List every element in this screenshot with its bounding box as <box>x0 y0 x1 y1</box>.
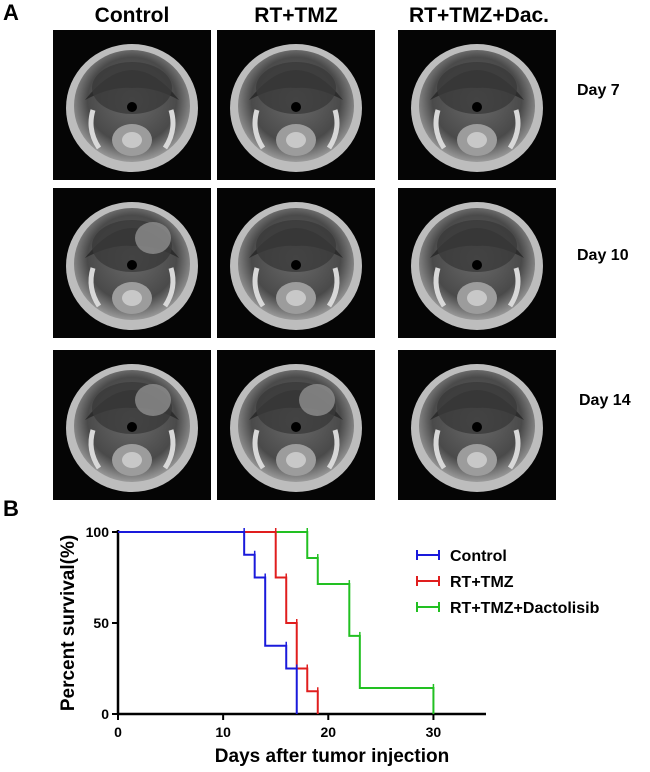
x-tick-label: 10 <box>215 724 231 740</box>
series-line-control <box>118 531 298 714</box>
row-label-day-10: Day 10 <box>577 247 629 264</box>
x-tick-label: 30 <box>426 724 442 740</box>
column-header-rt-tmz: RT+TMZ <box>254 4 338 27</box>
panel-a-label: A <box>3 0 19 25</box>
mri-scan-image <box>217 30 375 180</box>
mri-scan-image <box>398 30 556 180</box>
mri-scan-image <box>217 350 375 500</box>
x-tick-label: 20 <box>320 724 336 740</box>
legend-label: RT+TMZ+Dactolisib <box>450 600 600 617</box>
mri-scan-image <box>53 30 211 180</box>
mri-scan-image <box>53 188 211 338</box>
x-tick-label: 0 <box>114 724 122 740</box>
y-tick-label: 100 <box>86 524 110 540</box>
legend-label: RT+TMZ <box>450 574 514 591</box>
series-line-rt-tmz <box>118 531 319 714</box>
panel-b-label: B <box>3 496 19 521</box>
row-label-day-14: Day 14 <box>579 392 631 409</box>
mri-scan-image <box>53 350 211 500</box>
row-label-day-7: Day 7 <box>577 82 620 99</box>
y-axis-label: Percent survival(%) <box>58 535 79 711</box>
y-tick-label: 50 <box>93 615 109 631</box>
mri-scan-image <box>217 188 375 338</box>
legend-label: Control <box>450 548 507 565</box>
y-tick-label: 0 <box>101 706 109 722</box>
survival-chart: 0 50 100 0 10 20 30 Days after tumor injection P… <box>58 524 600 767</box>
mri-scan-image <box>398 350 556 500</box>
x-axis-label: Days after tumor injection <box>215 746 449 767</box>
mri-scan-image <box>398 188 556 338</box>
column-header-rt-tmz-dac: RT+TMZ+Dac. <box>408 4 550 27</box>
column-header-control: Control <box>94 4 170 27</box>
